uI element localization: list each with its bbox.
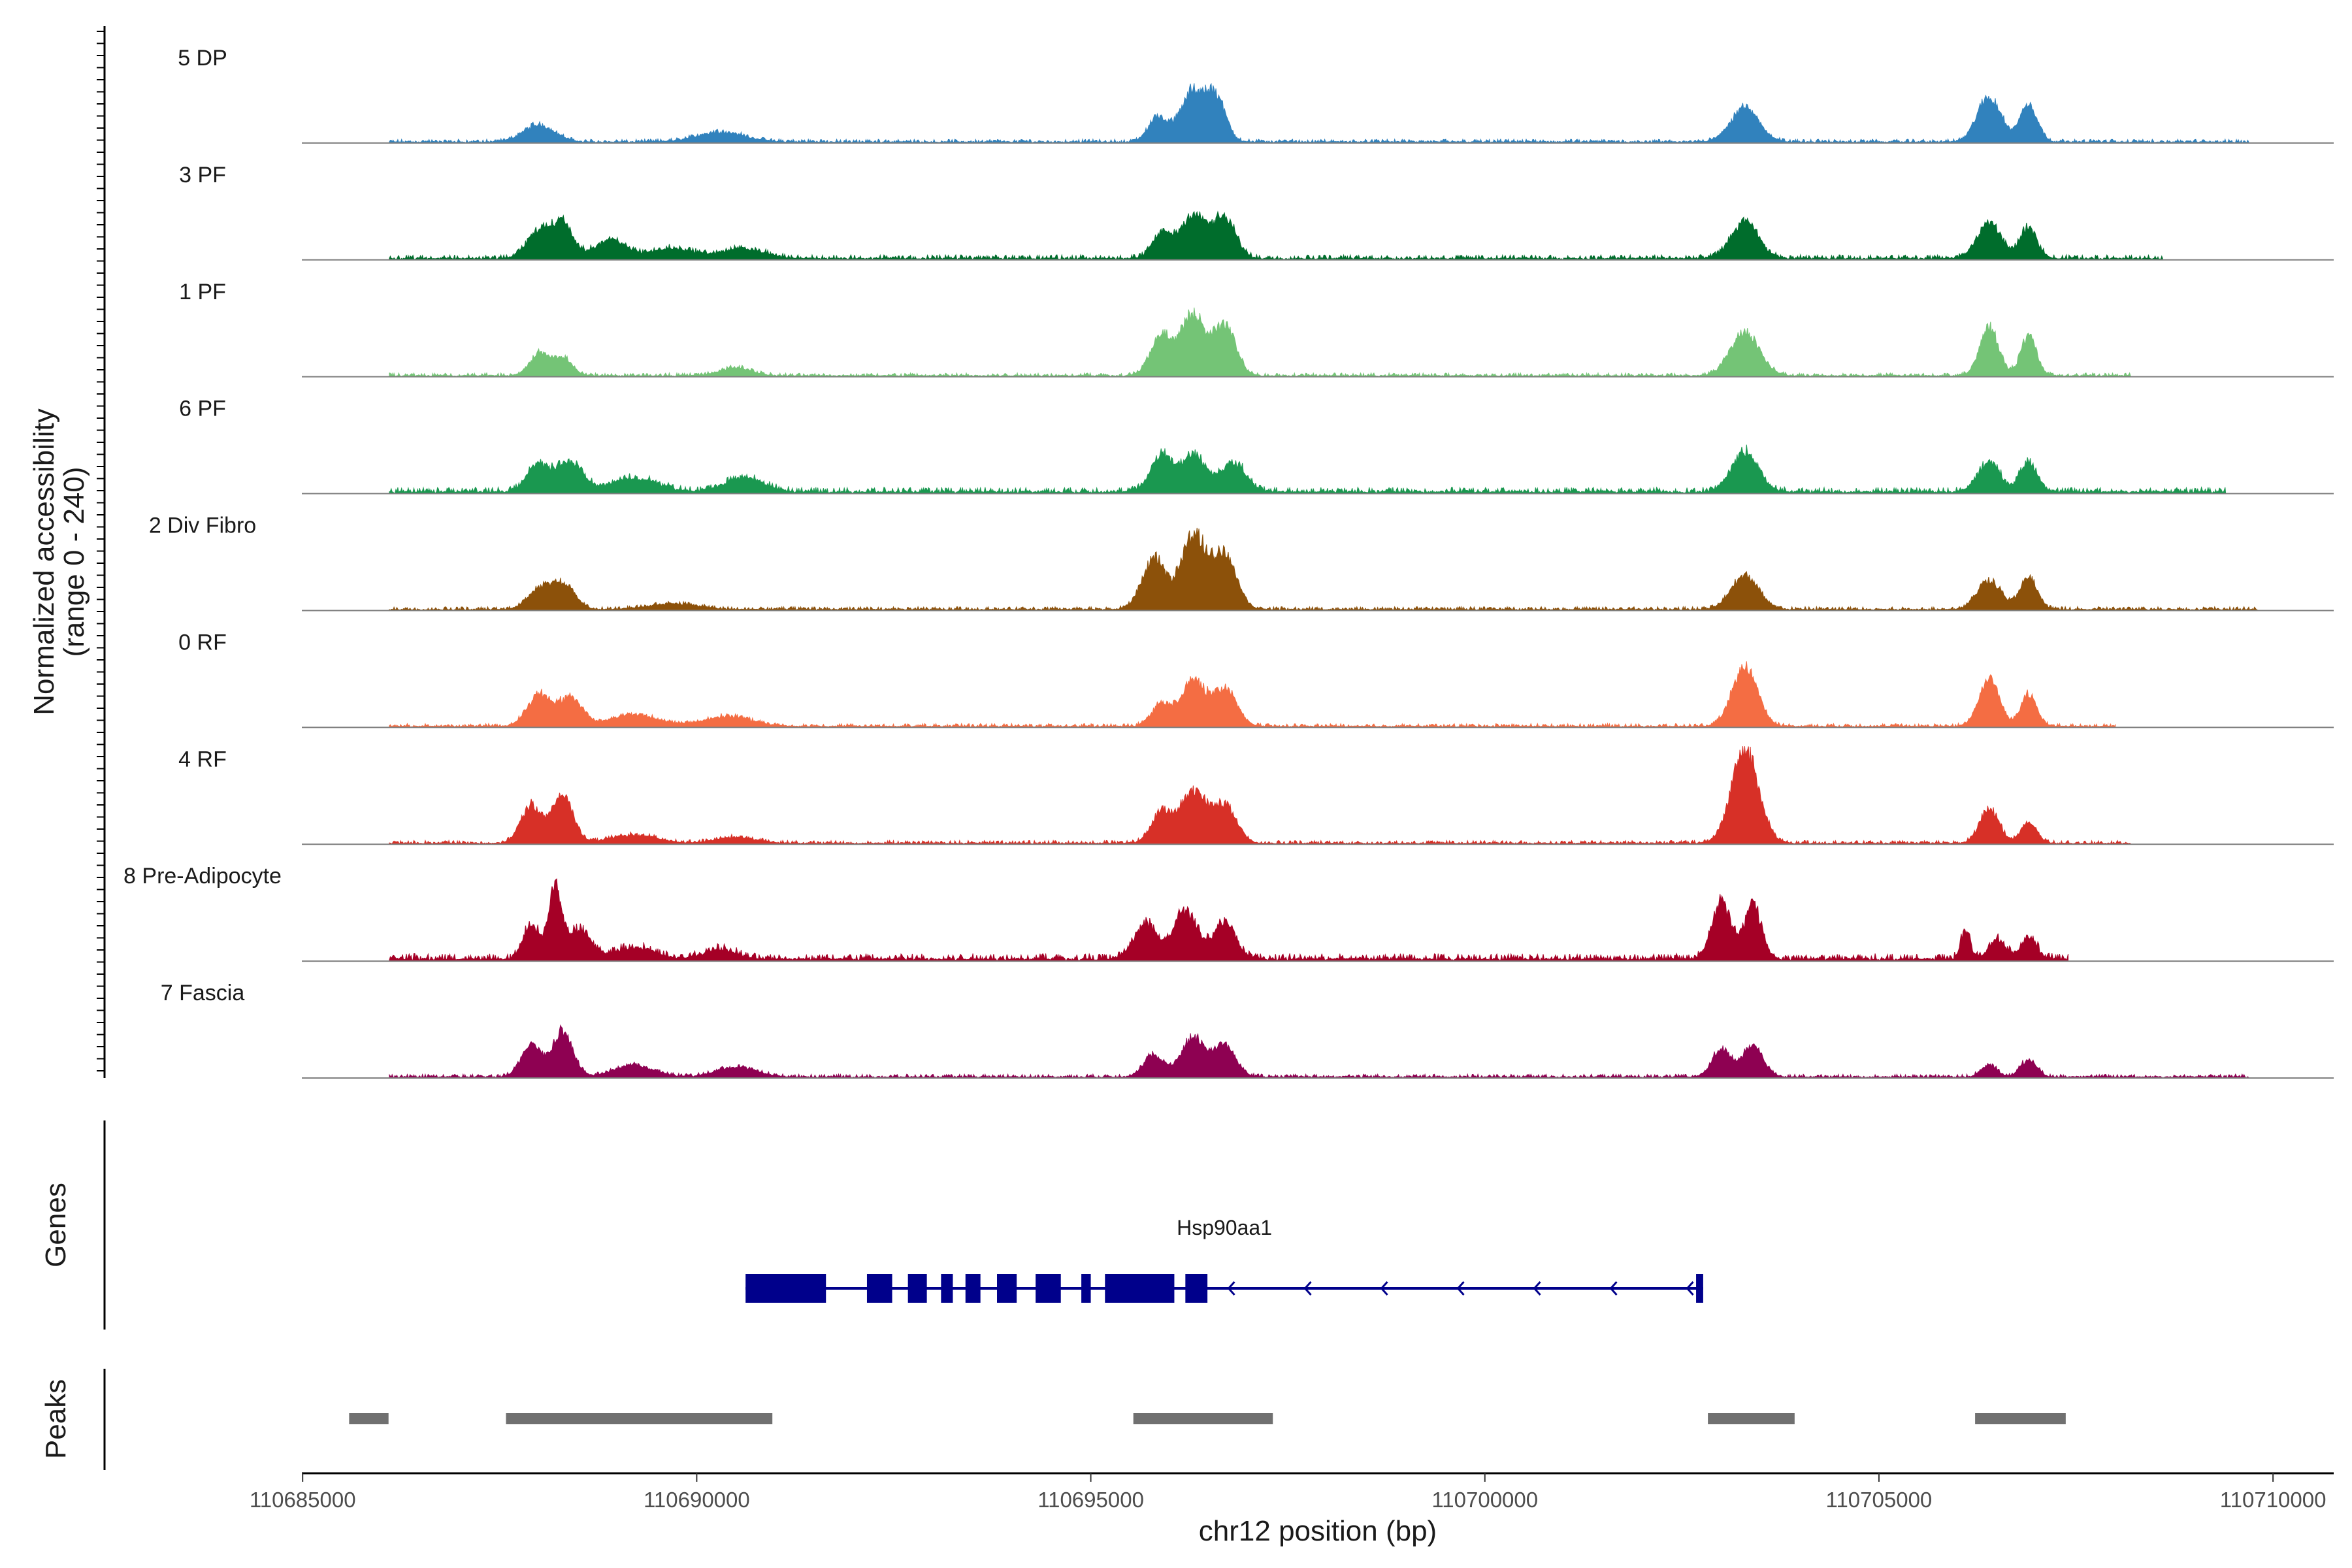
track-7: 4 RF bbox=[178, 746, 2334, 845]
strand-arrow bbox=[1380, 1281, 1388, 1296]
gene-exon bbox=[1185, 1274, 1208, 1303]
gene-exon bbox=[997, 1274, 1017, 1303]
track-label: 4 RF bbox=[178, 747, 227, 772]
track-label: 8 Pre-Adipocyte bbox=[123, 864, 282, 889]
x-tick-label: 110710000 bbox=[2220, 1488, 2327, 1512]
strand-arrow bbox=[1227, 1281, 1235, 1296]
strand-arrow bbox=[1686, 1281, 1694, 1296]
x-tick-label: 110705000 bbox=[1826, 1488, 1933, 1512]
track-6: 0 RF bbox=[178, 630, 2334, 728]
gene-exon bbox=[866, 1274, 892, 1303]
gene-exon bbox=[1081, 1274, 1091, 1303]
gene-track: Hsp90aa1 bbox=[103, 1120, 1703, 1330]
strand-arrow bbox=[1303, 1281, 1312, 1296]
gene-exon bbox=[1696, 1274, 1703, 1303]
peaks-axis-title: Peaks bbox=[40, 1379, 72, 1459]
x-tick-label: 110685000 bbox=[250, 1488, 356, 1512]
coverage-y-axis bbox=[97, 26, 106, 1078]
track-label: 2 Div Fibro bbox=[149, 514, 256, 538]
gene-exon bbox=[965, 1274, 981, 1303]
strand-arrow bbox=[1609, 1281, 1618, 1296]
gene-exon bbox=[941, 1274, 953, 1303]
coverage-area bbox=[389, 746, 2132, 845]
coverage-area bbox=[389, 661, 2116, 728]
coverage-area bbox=[389, 210, 2163, 261]
gene-exon bbox=[907, 1274, 927, 1303]
peak-region bbox=[1975, 1413, 2066, 1424]
track-label: 1 PF bbox=[179, 280, 226, 304]
peak-region bbox=[506, 1413, 773, 1424]
track-8: 8 Pre-Adipocyte bbox=[123, 864, 2334, 962]
track-4: 6 PF bbox=[179, 397, 2334, 495]
track-label: 0 RF bbox=[178, 630, 227, 655]
coverage-area bbox=[389, 307, 2132, 378]
track-3: 1 PF bbox=[179, 280, 2334, 378]
track-label: 3 PF bbox=[179, 163, 226, 188]
track-5: 2 Div Fibro bbox=[149, 514, 2334, 612]
coverage-area bbox=[389, 1024, 2251, 1079]
peak-region bbox=[349, 1413, 389, 1424]
x-tick-label: 110695000 bbox=[1037, 1488, 1144, 1512]
track-label: 6 PF bbox=[179, 397, 226, 421]
coverage-tracks: 5 DP 3 PF 1 PF 6 PF 2 Div Fibro 0 RF 4 RF 8 Pre… bbox=[123, 46, 2334, 1079]
genes-axis-title: Genes bbox=[40, 1183, 72, 1267]
gene-name-label: Hsp90aa1 bbox=[1177, 1216, 1272, 1239]
gene-model: Hsp90aa1 bbox=[745, 1216, 1703, 1303]
track-2: 3 PF bbox=[179, 163, 2334, 261]
coverage-area bbox=[389, 444, 2227, 495]
track-9: 7 Fascia bbox=[161, 981, 2334, 1079]
coverage-area bbox=[389, 527, 2258, 612]
x-axis: 110685000 110690000 110695000 110700000 1107… bbox=[250, 1472, 2334, 1512]
x-tick-label: 110690000 bbox=[644, 1488, 750, 1512]
x-tick-label: 110700000 bbox=[1431, 1488, 1538, 1512]
track-1: 5 DP bbox=[178, 46, 2334, 144]
coverage-area bbox=[389, 878, 2068, 962]
y-axis-range: (range 0 - 240) bbox=[58, 466, 90, 657]
peak-region bbox=[1708, 1413, 1795, 1424]
peak-region bbox=[1133, 1413, 1273, 1424]
gene-exon bbox=[1036, 1274, 1061, 1303]
track-label: 5 DP bbox=[178, 46, 227, 71]
peaks-track bbox=[103, 1369, 2066, 1470]
strand-arrow bbox=[1456, 1281, 1465, 1296]
coverage-area bbox=[389, 82, 2250, 144]
track-label: 7 Fascia bbox=[161, 981, 245, 1005]
strand-arrow bbox=[1533, 1281, 1541, 1296]
y-axis-title: Normalized accessibility bbox=[28, 408, 60, 715]
x-axis-title: chr12 position (bp) bbox=[1199, 1515, 1437, 1547]
gene-exon bbox=[1105, 1274, 1175, 1303]
gene-exon bbox=[745, 1274, 826, 1303]
